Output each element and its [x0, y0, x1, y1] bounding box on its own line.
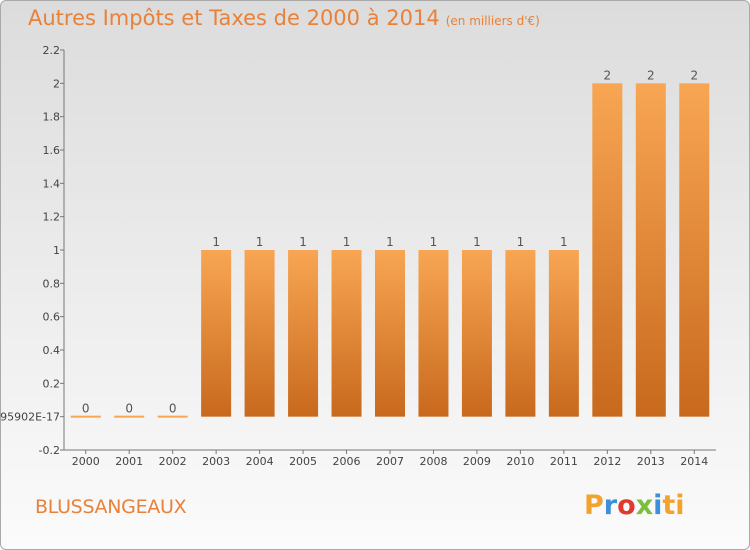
chart-title: Autres Impôts et Taxes de 2000 à 2014 (en… — [28, 6, 540, 30]
data-label: 0 — [169, 402, 177, 416]
chart-unit: (en milliers d'€) — [445, 14, 540, 28]
data-label: 1 — [212, 235, 220, 249]
data-label: 2 — [647, 68, 655, 82]
bar — [70, 415, 101, 418]
data-label: 1 — [560, 235, 568, 249]
bar — [375, 250, 405, 417]
x-tick-label: 2004 — [246, 455, 274, 468]
x-tick-label: 2007 — [376, 455, 404, 468]
x-tick-label: 2009 — [463, 455, 491, 468]
data-label: 1 — [473, 235, 481, 249]
data-label: 1 — [517, 235, 525, 249]
place-name: BLUSSANGEAUX — [35, 496, 187, 518]
chart-title-text: Autres Impôts et Taxes de 2000 à 2014 — [28, 6, 440, 30]
y-tick-label: -0.2 — [39, 444, 60, 457]
y-tick-label: 0.2 — [43, 377, 61, 390]
y-tick-label: 2.2 — [43, 44, 61, 57]
x-tick-label: 2002 — [159, 455, 187, 468]
data-label: 1 — [299, 235, 307, 249]
y-tick-label: 0.8 — [43, 277, 61, 290]
y-tick-label: 0.4 — [43, 344, 61, 357]
y-tick-label: 1 — [53, 244, 60, 257]
x-tick-label: 2008 — [419, 455, 447, 468]
data-label: 0 — [125, 402, 133, 416]
data-label: 1 — [430, 235, 438, 249]
bar — [461, 250, 492, 417]
x-tick-label: 2010 — [506, 455, 534, 468]
x-tick-label: 2005 — [289, 455, 317, 468]
x-tick-label: 2001 — [115, 455, 143, 468]
y-tick-label: 1.8 — [43, 111, 61, 124]
y-tick-label: 1.4 — [43, 177, 61, 190]
proxiti-logo: Proxiti — [584, 490, 685, 521]
x-tick-label: 2011 — [550, 455, 578, 468]
y-tick-label: 1.6 — [43, 144, 61, 157]
data-label: 1 — [386, 235, 394, 249]
x-tick-label: 2014 — [680, 455, 708, 468]
x-tick-label: 2013 — [637, 455, 665, 468]
bar — [244, 250, 275, 417]
data-label: 1 — [256, 235, 264, 249]
y-tick-label: 1.2 — [43, 211, 61, 224]
bar — [418, 250, 449, 417]
bar — [331, 250, 362, 417]
data-label: 1 — [343, 235, 351, 249]
bar — [201, 250, 232, 417]
bar — [592, 83, 623, 417]
x-tick-label: 2006 — [333, 455, 361, 468]
y-tick-label: -1.5265566588595902E-17 — [0, 411, 60, 424]
data-label: 2 — [690, 68, 698, 82]
y-tick-label: 0.6 — [43, 311, 61, 324]
x-tick-label: 2000 — [72, 455, 100, 468]
bar — [679, 83, 710, 417]
x-tick-label: 2003 — [202, 455, 230, 468]
bar — [635, 83, 666, 417]
data-label: 0 — [82, 402, 90, 416]
bar — [288, 250, 319, 417]
y-tick-label: 2 — [53, 77, 60, 90]
bar — [114, 415, 145, 418]
x-tick-label: 2012 — [593, 455, 621, 468]
bar — [505, 250, 536, 417]
bar — [548, 250, 579, 417]
bar — [157, 415, 188, 418]
data-label: 2 — [604, 68, 612, 82]
